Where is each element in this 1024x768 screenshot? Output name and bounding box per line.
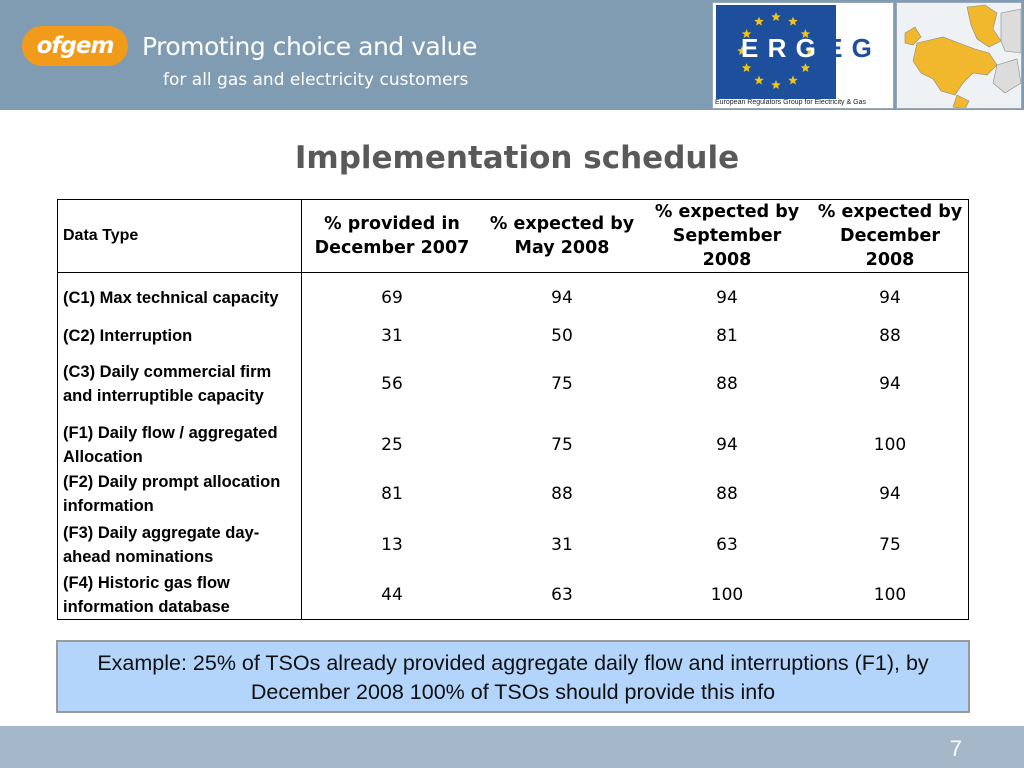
implementation-table: Data Type % provided in December 2007 % … — [57, 199, 969, 620]
table-row: (F3) Daily aggregate day-ahead nominatio… — [57, 518, 969, 571]
ergeg-letter: G — [795, 33, 817, 63]
cell-value: 88 — [879, 325, 901, 346]
row-data-type: (C1) Max technical capacity — [57, 272, 302, 324]
row-data-type: (F4) Historic gas flow information datab… — [57, 570, 302, 619]
ergeg-caption: European Regulators Group for Electricit… — [715, 99, 866, 106]
eu-star-icon — [754, 16, 764, 26]
ergeg-letter: E — [825, 33, 844, 63]
table-row: (F2) Daily prompt allocation information… — [57, 469, 969, 519]
cell-value: 63 — [551, 584, 573, 605]
cell-value: 56 — [381, 374, 403, 394]
row-data-type: (C3) Daily commercial firm and interrupt… — [57, 347, 302, 421]
eu-star-icon — [788, 75, 798, 85]
cell-value: 75 — [551, 435, 573, 455]
eu-star-icon — [741, 29, 752, 38]
cell-value: 13 — [381, 534, 403, 555]
europe-map-image — [896, 2, 1022, 109]
cell-value: 94 — [551, 288, 573, 309]
table-row: (C2) Interruption 31 50 81 88 — [57, 323, 969, 348]
cell-value: 81 — [716, 325, 738, 346]
cell-value: 88 — [716, 484, 738, 504]
cell-value: 88 — [716, 374, 738, 394]
ergeg-letter: R — [767, 33, 788, 63]
row-data-type: (F3) Daily aggregate day-ahead nominatio… — [57, 518, 302, 571]
ergeg-wordmark: E R G E G — [741, 33, 873, 64]
cell-value: 94 — [716, 288, 738, 309]
eu-star-icon — [805, 46, 815, 55]
row-data-type: (F1) Daily flow / aggregated Allocation — [57, 420, 302, 470]
ergeg-letter: G — [851, 33, 873, 63]
cell-value: 63 — [716, 534, 738, 555]
row-data-type: (F2) Daily prompt allocation information — [57, 469, 302, 519]
row-data-type: (C2) Interruption — [57, 323, 302, 348]
table-header-row: Data Type % provided in December 2007 % … — [57, 199, 969, 273]
header-dec-2008: % expected by December 2008 — [817, 202, 963, 270]
ofgem-logo-text: ofgem — [36, 33, 115, 59]
header-band: ofgem Promoting choice and value for all… — [0, 0, 1024, 110]
eu-star-icon — [800, 29, 811, 38]
eu-flag-icon — [716, 5, 836, 99]
eu-star-icon — [771, 12, 781, 21]
header-dec-2007: % provided in December 2007 — [314, 214, 470, 258]
eu-star-icon — [741, 63, 752, 72]
table-row: (C1) Max technical capacity 69 94 94 94 — [57, 272, 969, 324]
cell-value: 94 — [879, 374, 901, 394]
cell-value: 94 — [879, 288, 901, 309]
cell-value: 88 — [551, 484, 573, 504]
ergeg-logo: E R G E G European Regulators Group for … — [712, 2, 894, 109]
eu-star-icon — [754, 75, 764, 85]
eu-star-icon — [737, 46, 747, 55]
cell-value: 81 — [381, 484, 403, 504]
eu-star-icon — [788, 16, 798, 26]
cell-value: 31 — [381, 325, 403, 346]
example-note: Example: 25% of TSOs already provided ag… — [56, 640, 970, 713]
eu-star-icon — [800, 63, 811, 72]
header-data-type: Data Type — [57, 199, 302, 273]
ergeg-letter: E — [741, 33, 760, 63]
cell-value: 31 — [551, 534, 573, 555]
cell-value: 100 — [873, 584, 907, 605]
footer-band: 7 — [0, 726, 1024, 768]
cell-value: 44 — [381, 584, 403, 605]
tagline-line2: for all gas and electricity customers — [163, 70, 469, 90]
cell-value: 75 — [879, 534, 901, 555]
tagline-line1: Promoting choice and value — [142, 32, 477, 61]
cell-value: 50 — [551, 325, 573, 346]
cell-value: 100 — [710, 584, 744, 605]
page-number: 7 — [949, 736, 962, 761]
cell-value: 75 — [551, 374, 573, 394]
header-sep-2008: % expected by September 2008 — [654, 202, 800, 270]
eu-star-icon — [771, 80, 781, 89]
table-row: (C3) Daily commercial firm and interrupt… — [57, 347, 969, 421]
cell-value: 25 — [381, 435, 403, 455]
header-may-2008: % expected by May 2008 — [489, 214, 635, 258]
cell-value: 94 — [879, 484, 901, 504]
cell-value: 94 — [716, 435, 738, 455]
slide-title: Implementation schedule — [294, 140, 740, 176]
cell-value: 100 — [873, 435, 907, 455]
cell-value: 69 — [381, 288, 403, 309]
table-row: (F4) Historic gas flow information datab… — [57, 570, 969, 619]
ofgem-logo: ofgem — [22, 26, 128, 66]
table-row: (F1) Daily flow / aggregated Allocation … — [57, 420, 969, 470]
